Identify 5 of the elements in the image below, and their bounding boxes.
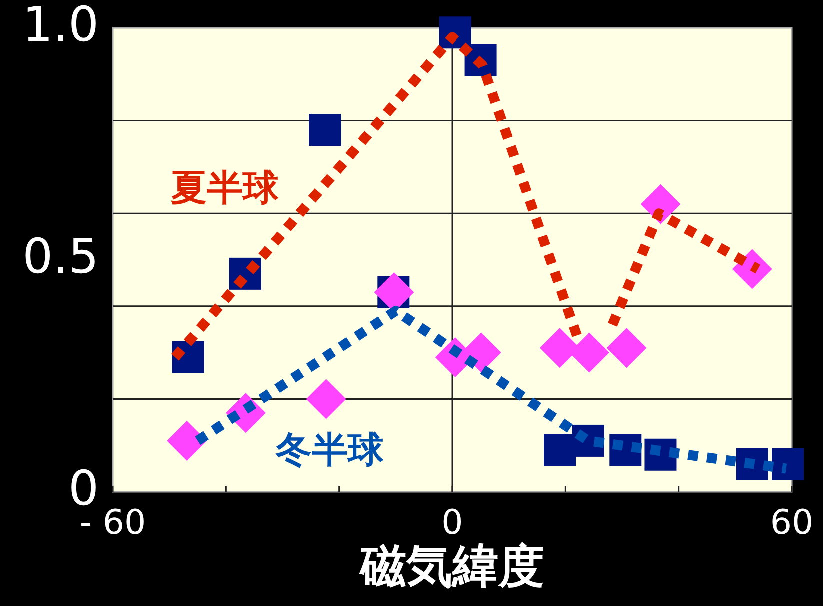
series-label: 夏半球 bbox=[171, 168, 280, 209]
series-label: 冬半球 bbox=[275, 430, 385, 471]
x-tick-label: 60 bbox=[770, 503, 814, 543]
y-tick-label: 1.0 bbox=[22, 0, 99, 54]
y-tick-label: 0.5 bbox=[22, 229, 99, 286]
